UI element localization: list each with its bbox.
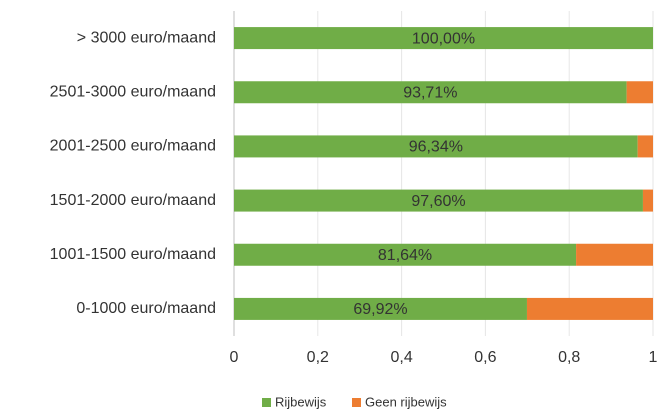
x-tick-label: 0,4 <box>390 349 412 366</box>
x-tick-label: 0,6 <box>474 349 496 366</box>
bar-segment <box>234 189 643 212</box>
y-tick-label: 2001-2500 euro/maand <box>50 138 216 155</box>
x-tick-label: 1 <box>649 349 657 366</box>
bar-segment <box>234 243 577 266</box>
bar-segment <box>637 135 653 158</box>
legend-swatch <box>262 398 271 407</box>
legend-label: Rijbewijs <box>275 394 327 409</box>
y-tick-label: 2501-3000 euro/maand <box>50 83 216 100</box>
y-tick-label: 0-1000 euro/maand <box>76 300 216 317</box>
data-label: 97,60% <box>411 193 465 210</box>
bar-segment <box>642 189 653 212</box>
x-tick-label: 0,2 <box>307 349 329 366</box>
bar-segment <box>576 243 653 266</box>
legend-label: Geen rijbewijs <box>365 394 447 409</box>
data-label: 81,64% <box>378 247 432 264</box>
bar-segment <box>234 81 627 104</box>
bar-segment <box>234 135 638 158</box>
data-label: 93,71% <box>403 84 457 101</box>
bar-segment <box>526 297 653 320</box>
data-label: 100,00% <box>412 30 475 47</box>
bar-segment <box>626 81 653 104</box>
y-tick-label: > 3000 euro/maand <box>77 29 216 46</box>
x-tick-label: 0 <box>230 349 239 366</box>
y-tick-label: 1001-1500 euro/maand <box>50 246 216 263</box>
y-tick-label: 1501-2000 euro/maand <box>50 192 216 209</box>
legend-swatch <box>352 398 361 407</box>
data-label: 96,34% <box>409 139 463 156</box>
bar-segment <box>234 297 527 320</box>
bar-segment <box>234 27 653 50</box>
data-label: 69,92% <box>353 301 407 318</box>
x-tick-label: 0,8 <box>558 349 580 366</box>
